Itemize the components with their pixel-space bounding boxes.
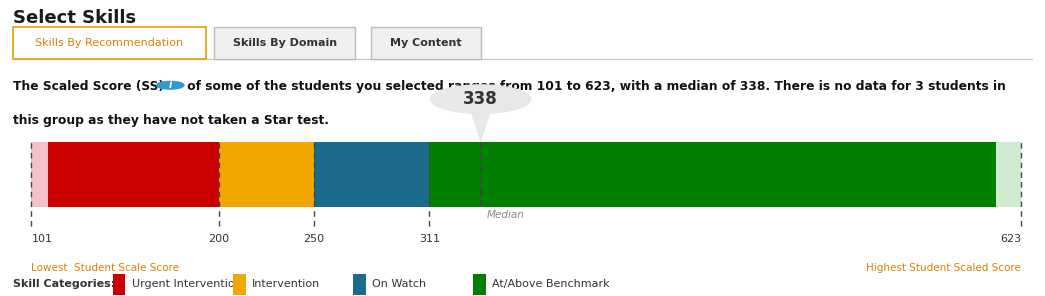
Bar <box>473 274 486 295</box>
Bar <box>113 274 125 295</box>
Text: i: i <box>168 80 172 90</box>
Text: Urgent Intervention: Urgent Intervention <box>132 279 241 289</box>
Text: Intervention: Intervention <box>252 279 320 289</box>
Text: this group as they have not taken a Star test.: this group as they have not taken a Star… <box>13 114 328 127</box>
Bar <box>48 142 219 207</box>
Text: Skills By Domain: Skills By Domain <box>233 38 336 48</box>
Text: Skill Categories:: Skill Categories: <box>13 279 115 289</box>
Text: 623: 623 <box>1000 234 1021 244</box>
Text: Median: Median <box>487 210 525 220</box>
Bar <box>314 142 429 207</box>
Text: Select Skills: Select Skills <box>13 9 136 27</box>
Text: The Scaled Score (SS): The Scaled Score (SS) <box>13 80 163 93</box>
Text: 338: 338 <box>463 90 498 108</box>
Bar <box>219 142 314 207</box>
FancyBboxPatch shape <box>371 27 481 59</box>
Circle shape <box>157 81 184 89</box>
Text: Skills By Recommendation: Skills By Recommendation <box>36 38 183 48</box>
Bar <box>429 142 996 207</box>
Text: Highest Student Scaled Score: Highest Student Scaled Score <box>866 263 1021 274</box>
Bar <box>233 274 246 295</box>
Text: On Watch: On Watch <box>372 279 426 289</box>
Text: My Content: My Content <box>390 38 462 48</box>
FancyBboxPatch shape <box>214 27 355 59</box>
Text: 200: 200 <box>208 234 230 244</box>
Bar <box>353 274 366 295</box>
Text: 250: 250 <box>303 234 324 244</box>
Text: 101: 101 <box>31 234 52 244</box>
Text: Lowest  Student Scale Score: Lowest Student Scale Score <box>31 263 180 274</box>
Text: of some of the students you selected ranges from 101 to 623, with a median of 33: of some of the students you selected ran… <box>183 80 1005 93</box>
Circle shape <box>431 85 531 113</box>
Polygon shape <box>471 112 490 141</box>
Text: 311: 311 <box>419 234 440 244</box>
FancyBboxPatch shape <box>13 27 206 59</box>
Bar <box>996 142 1021 207</box>
Bar <box>31 142 48 207</box>
Text: At/Above Benchmark: At/Above Benchmark <box>492 279 610 289</box>
